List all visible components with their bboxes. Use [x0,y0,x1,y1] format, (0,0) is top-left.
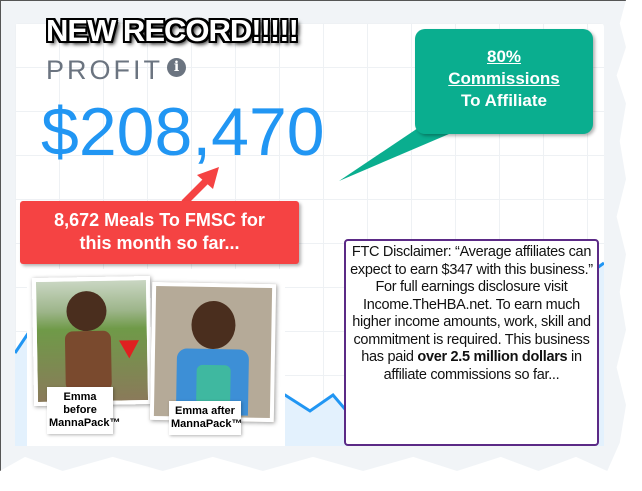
screenshot-frame: NEW RECORD!!!!! PROFIT i $208,470 80% Co… [0,0,626,471]
callout-affiliate: To Affiliate [461,91,547,110]
callout-commissions: Commissions [448,69,560,88]
new-record-headline: NEW RECORD!!!!! [46,13,299,48]
callout-tail [339,126,456,181]
after-caption-line2: MannaPack™ [171,418,243,430]
before-caption-line2: MannaPack™ [49,417,121,429]
before-after-photos: Emma before MannaPack™ Emma after MannaP… [27,269,285,446]
ftc-disclaimer: FTC Disclaimer: “Average affiliates can … [344,239,599,446]
red-arrow-icon [118,340,140,359]
after-caption-line1: Emma after [175,405,235,417]
commission-callout: 80% Commissions To Affiliate [415,29,593,134]
meals-line2: this month so far... [79,233,240,253]
profit-label: PROFIT [46,55,163,85]
after-caption: Emma after MannaPack™ [169,401,243,435]
meals-line1: 8,672 Meals To FMSC for [54,210,265,230]
before-caption-line1: Emma before [63,391,97,416]
callout-percent: 80% [486,47,522,66]
disclaimer-text-end: in affiliate commissions so far... [383,349,582,383]
profit-amount: $208,470 [41,94,325,170]
meals-banner: 8,672 Meals To FMSC for this month so fa… [20,201,299,264]
before-caption: Emma before MannaPack™ [47,387,121,434]
callout-pointers [181,126,456,206]
disclaimer-bold: over 2.5 million dollars [417,349,568,365]
info-icon[interactable]: i [167,58,186,77]
disclaimer-text: FTC Disclaimer: “Average affiliates can … [350,244,593,365]
red-arrow-icon [181,167,219,206]
